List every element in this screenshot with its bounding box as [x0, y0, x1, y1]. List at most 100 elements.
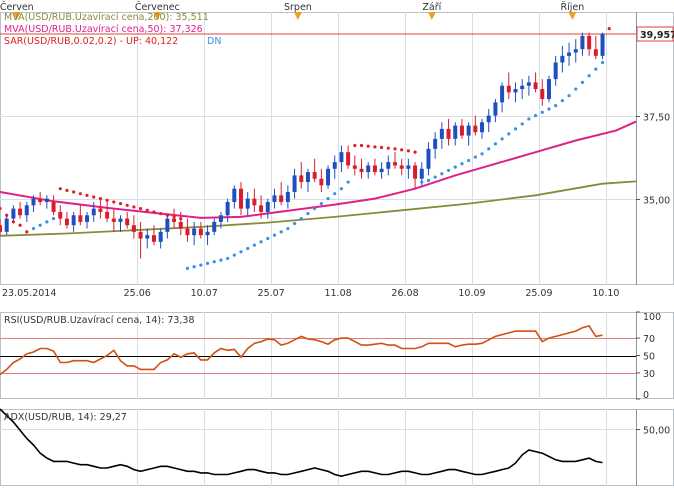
sar-dot [31, 226, 36, 231]
sar-dot [386, 146, 390, 150]
x-tick-label: 26.08 [391, 288, 418, 299]
candle-body [339, 152, 344, 163]
sar-dot [313, 207, 317, 211]
month-marker-icon [12, 12, 21, 20]
rsi-y-tick-label: 0 [643, 390, 649, 401]
candle-body [326, 168, 331, 186]
adx-legend: ADX(USD/RUB, 14): 29,27 [4, 412, 127, 423]
sar-dot [366, 144, 370, 148]
sar-dot [152, 210, 156, 214]
sar-dot [433, 175, 437, 179]
sar-dot [226, 256, 230, 261]
candle-body [312, 172, 317, 179]
candle-body [493, 102, 498, 116]
sar-dot [527, 117, 531, 121]
sar-dot [212, 260, 216, 264]
sar-dot [132, 205, 136, 209]
candle-body [111, 218, 116, 222]
candle-body [212, 221, 217, 232]
sar-dot [5, 213, 9, 217]
candle-body [392, 162, 397, 166]
x-tick-label: 11.08 [324, 288, 351, 299]
candle-body [299, 175, 304, 183]
sar-dot [520, 122, 524, 126]
rsi-y-tick-label: 100 [643, 312, 661, 323]
sar-dot [560, 99, 564, 103]
sar-dot [138, 207, 143, 211]
candle-body [38, 198, 43, 202]
sar-dot [92, 195, 96, 199]
x-tick-label: 25.09 [525, 288, 552, 299]
sar-dot [460, 162, 464, 166]
sar-dot [567, 94, 571, 98]
y-tick-label: 37,50 [643, 113, 670, 124]
candle-body [58, 211, 63, 219]
sar-dot [299, 216, 303, 221]
candle-body [560, 55, 565, 63]
candle-body [593, 49, 598, 56]
candle-body [466, 125, 471, 136]
sar-dot [45, 220, 49, 224]
sar-dot [38, 223, 42, 227]
candle-body [533, 82, 538, 90]
candle-body [352, 165, 357, 169]
candle-body [105, 211, 110, 219]
series-line-mva-50 [0, 120, 637, 219]
candle-body [446, 128, 451, 139]
candle-body [285, 192, 290, 202]
sar-dot [440, 172, 444, 176]
rsi-legend: RSI(USD/RUB.Uzavírací cena, 14): 73,38 [4, 315, 195, 326]
candle-body [553, 62, 558, 80]
sar-dot [232, 253, 236, 257]
candle-body [71, 215, 76, 226]
sar-dot [446, 168, 451, 173]
sar-dot [359, 143, 364, 148]
sar-dot [473, 155, 477, 159]
sar-dot [185, 266, 190, 270]
sar-dot [266, 236, 270, 241]
adx-panel-frame [0, 409, 674, 486]
sar-dot [574, 87, 578, 91]
sar-dot [306, 211, 310, 216]
candle-body [359, 168, 364, 173]
candle-body [24, 205, 29, 216]
candle-body [567, 52, 572, 56]
sar-dot [480, 152, 484, 156]
sar-dot [326, 197, 330, 201]
candle-body [366, 165, 371, 173]
sar-dot [172, 215, 176, 219]
candle-body [292, 175, 297, 193]
sar-dot [279, 230, 283, 234]
candle-body [31, 198, 36, 206]
month-marker-icon [293, 12, 302, 20]
candle-body [513, 89, 518, 93]
sar-dot [373, 145, 377, 149]
candle-body [520, 85, 525, 90]
candle-body [158, 231, 163, 242]
candle-body [580, 35, 585, 50]
candle-body [332, 162, 337, 169]
candle-body [44, 198, 49, 202]
candle-body [78, 215, 83, 222]
candle-body [178, 221, 183, 229]
sar-dot [145, 208, 149, 212]
sar-dot [413, 150, 417, 154]
sar-dot [540, 110, 544, 114]
candle-body [587, 35, 592, 50]
month-label: Červen [0, 1, 34, 13]
candle-body [259, 205, 264, 212]
adx-line [0, 408, 603, 478]
candle-body [205, 231, 210, 236]
sar-dot [58, 187, 62, 191]
sar-dot [339, 187, 344, 191]
candle-body [265, 201, 270, 212]
sar-dot [547, 107, 551, 111]
sar-dot [11, 220, 15, 224]
candle-body [406, 165, 411, 169]
sar-dot [159, 211, 163, 216]
candle-body [346, 152, 351, 166]
candle-body [272, 195, 277, 202]
sar-dot [406, 149, 410, 153]
sar-dot [554, 104, 558, 108]
last-price-label: 39,957 [640, 30, 674, 41]
